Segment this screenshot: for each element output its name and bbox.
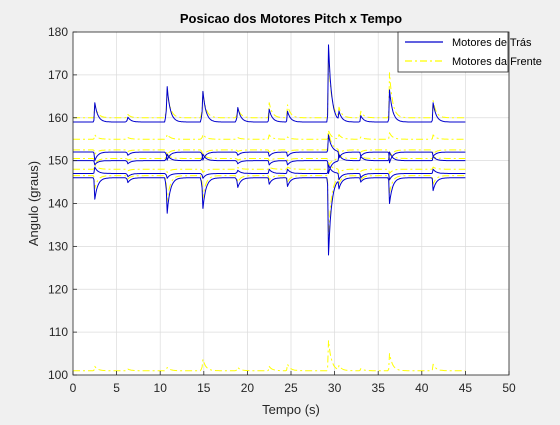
series-line xyxy=(73,130,466,159)
x-tick-label: 5 xyxy=(113,381,120,395)
series-line xyxy=(73,57,466,119)
x-tick-label: 25 xyxy=(284,381,298,395)
x-tick-label: 50 xyxy=(502,381,516,395)
y-tick-label: 120 xyxy=(48,282,68,296)
series-line xyxy=(73,340,466,372)
series-line xyxy=(73,151,466,168)
series-line xyxy=(73,177,466,256)
x-tick-label: 40 xyxy=(415,381,429,395)
y-tick-label: 160 xyxy=(48,111,68,125)
series-line xyxy=(73,44,466,123)
y-tick-label: 150 xyxy=(48,154,68,168)
y-tick-label: 140 xyxy=(48,197,68,211)
x-tick-label: 30 xyxy=(328,381,342,395)
series-line xyxy=(73,162,466,174)
y-axis-label: Angulo (graus) xyxy=(26,161,41,246)
axis-ticks: 0 5 10 15 20 25 30 35 40 45 50 100 110 120 130 140 150 16… xyxy=(48,25,516,395)
x-tick-label: 20 xyxy=(241,381,255,395)
y-tick-label: 170 xyxy=(48,68,68,82)
legend-label-1: Motores da Frente xyxy=(452,56,542,68)
x-tick-label: 35 xyxy=(372,381,386,395)
legend-label-0: Motores de Trás xyxy=(452,37,532,49)
series-line xyxy=(73,134,466,164)
x-axis-label: Tempo (s) xyxy=(262,402,320,417)
series-line xyxy=(73,164,466,181)
legend-box xyxy=(397,31,509,73)
legend: Motores de Trás Motores da Frente xyxy=(397,31,542,73)
y-tick-label: 100 xyxy=(48,368,68,382)
x-tick-label: 0 xyxy=(70,381,77,395)
series-line xyxy=(73,151,466,174)
series-Motores de Trás xyxy=(73,44,466,256)
x-tick-label: 45 xyxy=(459,381,473,395)
series-line xyxy=(73,130,466,140)
y-tick-label: 110 xyxy=(49,325,68,339)
y-tick-label: 180 xyxy=(48,25,68,39)
series-Motores da Frente xyxy=(73,57,466,372)
x-tick-label: 10 xyxy=(154,381,168,395)
y-tick-label: 130 xyxy=(48,239,68,253)
chart-title: Posicao dos Motores Pitch x Tempo xyxy=(180,11,402,26)
series-line xyxy=(73,175,466,237)
x-tick-label: 15 xyxy=(197,381,211,395)
series-layer xyxy=(73,44,466,372)
